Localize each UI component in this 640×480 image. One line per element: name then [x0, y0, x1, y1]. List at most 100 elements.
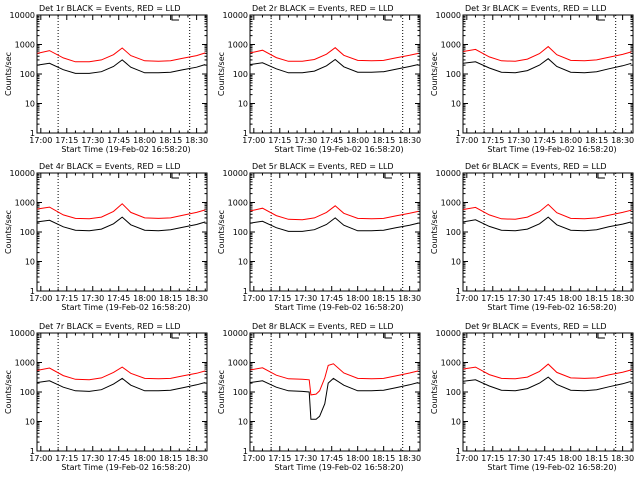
x-tick-label: 17:15: [55, 136, 78, 145]
x-tick-label: 18:00: [133, 454, 156, 463]
x-tick-label: 18:30: [611, 454, 634, 463]
x-tick-label: 18:00: [346, 454, 369, 463]
y-tick-label: 10: [238, 418, 248, 427]
y-tick-label: 100: [20, 388, 35, 397]
lld-series-line: [250, 205, 419, 221]
y-tick-label: 10: [451, 418, 461, 427]
chart-title: Det 5r BLACK = Events, RED = LLD: [252, 162, 394, 171]
y-axis-label: Counts/sec: [4, 370, 13, 414]
y-tick-label: 100: [233, 228, 248, 237]
y-tick-label: 10: [238, 258, 248, 267]
x-tick-label: 18:30: [398, 136, 421, 145]
x-tick-label: 17:15: [481, 136, 504, 145]
x-tick-label: 17:30: [81, 294, 104, 303]
y-tick-label: 1000: [441, 199, 461, 208]
x-axis-label: Start Time (19-Feb-02 16:58:20): [487, 303, 616, 312]
plot-frame: [462, 14, 634, 134]
y-tick-label: 10: [238, 100, 248, 109]
y-tick-label: 100: [20, 70, 35, 79]
plot-frame: [36, 172, 208, 292]
y-tick-label: 1000: [15, 41, 35, 50]
lld-series-line: [37, 47, 206, 63]
x-tick-label: 17:15: [481, 294, 504, 303]
x-tick-label: 18:00: [133, 136, 156, 145]
marker-bracket: [171, 15, 179, 21]
lld-series-line: [463, 45, 632, 62]
y-tick-label: 1: [456, 447, 461, 456]
lld-series-line: [250, 47, 419, 62]
x-tick-label: 18:30: [398, 454, 421, 463]
x-tick-label: 18:00: [133, 294, 156, 303]
x-tick-label: 17:30: [81, 136, 104, 145]
y-tick-label: 10000: [10, 329, 35, 338]
x-tick-label: 18:00: [559, 136, 582, 145]
plot-frame: [249, 14, 421, 134]
x-tick-label: 18:15: [585, 136, 608, 145]
chart-title: Det 9r BLACK = Events, RED = LLD: [465, 322, 607, 331]
y-tick-label: 10000: [10, 11, 35, 20]
x-tick-label: 18:15: [585, 294, 608, 303]
x-tick-label: 17:30: [294, 454, 317, 463]
x-axis-label: Start Time (19-Feb-02 16:58:20): [274, 303, 403, 312]
marker-bracket: [171, 333, 179, 339]
y-tick-label: 1000: [228, 199, 248, 208]
chart-title: Det 2r BLACK = Events, RED = LLD: [252, 4, 394, 13]
marker-bracket: [597, 15, 605, 21]
x-tick-label: 18:00: [346, 136, 369, 145]
x-tick-label: 17:30: [294, 294, 317, 303]
x-tick-label: 17:45: [533, 136, 556, 145]
x-tick-label: 17:15: [268, 294, 291, 303]
y-tick-label: 1: [243, 287, 248, 296]
events-series-line: [463, 216, 632, 232]
plot-frame: [249, 332, 421, 452]
y-tick-label: 1000: [441, 41, 461, 50]
y-axis-label: Counts/sec: [430, 370, 439, 414]
x-tick-label: 17:00: [242, 294, 265, 303]
chart-panel-1: Det 1r BLACK = Events, RED = LLD 1 10 100 10…: [4, 4, 208, 154]
x-tick-label: 18:00: [559, 454, 582, 463]
x-tick-label: 18:30: [185, 294, 208, 303]
lld-series-line: [463, 363, 632, 380]
y-tick-label: 10000: [223, 169, 248, 178]
lld-series-line: [37, 203, 206, 220]
plot-frame: [462, 332, 634, 452]
lld-series-line: [250, 363, 419, 396]
x-tick-label: 17:30: [507, 136, 530, 145]
x-tick-label: 17:00: [242, 454, 265, 463]
x-tick-label: 17:00: [455, 136, 478, 145]
events-series-line: [37, 216, 206, 232]
y-tick-label: 1000: [228, 41, 248, 50]
marker-bracket: [384, 333, 392, 339]
x-tick-label: 17:45: [107, 136, 130, 145]
x-tick-label: 17:15: [55, 294, 78, 303]
chart-panel-9: Det 9r BLACK = Events, RED = LLD 1 10 100 10…: [430, 322, 634, 472]
x-tick-label: 18:15: [159, 294, 182, 303]
chart-title: Det 4r BLACK = Events, RED = LLD: [39, 162, 181, 171]
y-tick-label: 1: [30, 129, 35, 138]
x-tick-label: 18:30: [611, 294, 634, 303]
x-tick-label: 17:00: [29, 454, 52, 463]
y-tick-label: 100: [446, 388, 461, 397]
lld-series-line: [37, 366, 206, 381]
x-tick-label: 17:45: [320, 454, 343, 463]
y-tick-label: 100: [446, 70, 461, 79]
y-tick-label: 10000: [223, 11, 248, 20]
chart-title: Det 3r BLACK = Events, RED = LLD: [465, 4, 607, 13]
y-axis-label: Counts/sec: [4, 52, 13, 96]
x-tick-label: 17:45: [533, 294, 556, 303]
y-axis-label: Counts/sec: [430, 52, 439, 96]
y-axis-label: Counts/sec: [217, 52, 226, 96]
marker-bracket: [171, 173, 179, 179]
x-tick-label: 17:45: [107, 454, 130, 463]
y-tick-label: 100: [446, 228, 461, 237]
y-tick-label: 10: [25, 258, 35, 267]
x-tick-label: 17:00: [242, 136, 265, 145]
x-tick-label: 18:15: [585, 454, 608, 463]
lld-series-line: [463, 203, 632, 220]
x-tick-label: 17:15: [268, 136, 291, 145]
chart-title: Det 6r BLACK = Events, RED = LLD: [465, 162, 607, 171]
x-tick-label: 17:30: [81, 454, 104, 463]
marker-bracket: [384, 173, 392, 179]
events-series-line: [250, 58, 419, 74]
